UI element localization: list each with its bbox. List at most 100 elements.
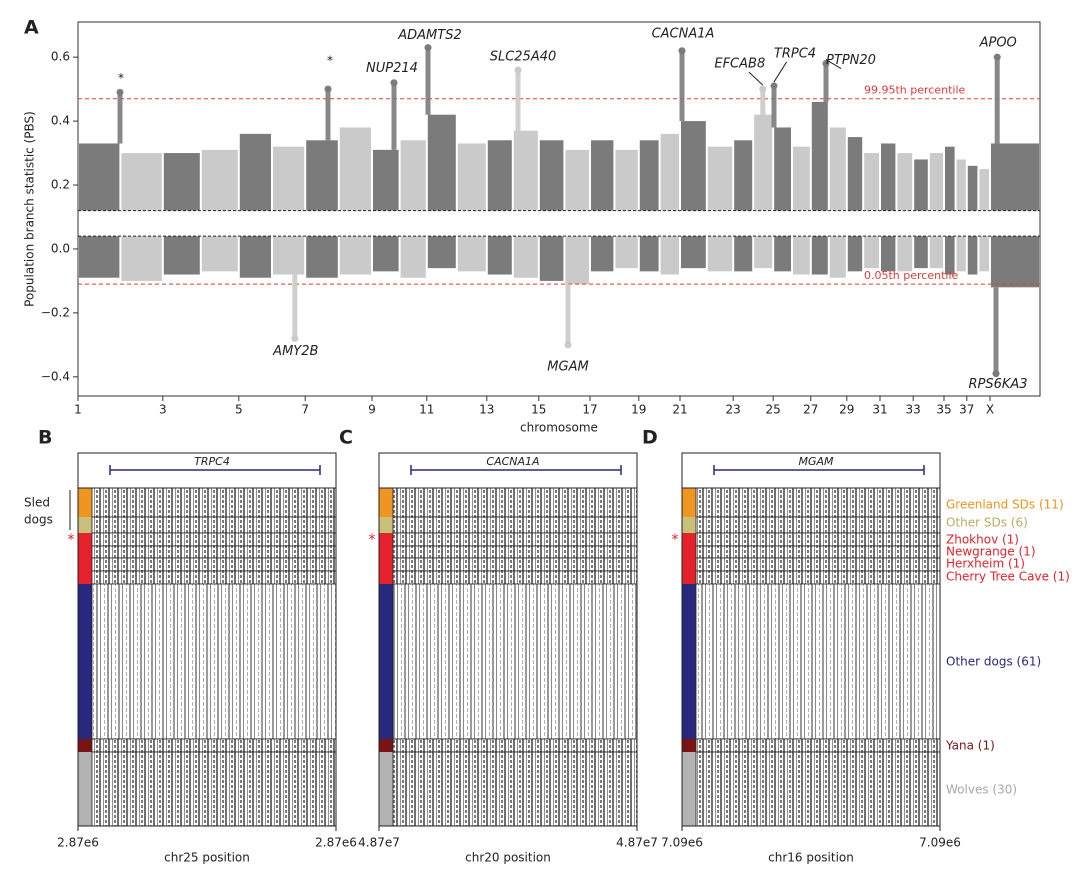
haplotype-block (91, 516, 337, 534)
chromosome-lower (734, 236, 753, 272)
x-tick-label: 13 (479, 403, 494, 417)
chromosome-upper (79, 143, 120, 211)
peak-point (514, 66, 522, 74)
peak-stem (325, 89, 331, 141)
peak-stem (565, 284, 571, 345)
chromosome-upper (945, 146, 955, 211)
gap-band (79, 211, 1039, 236)
group-color (78, 584, 92, 739)
chromosome-lower (707, 236, 733, 272)
legend-label: Greenland SDs (11) (946, 498, 1064, 512)
x-tick-label: 25 (766, 403, 781, 417)
chromosome-upper (681, 121, 706, 211)
chromosome-upper (273, 146, 305, 211)
legend-label: Newgrange (1) (946, 545, 1036, 559)
group-color (682, 558, 696, 571)
x-tick-label: 19 (631, 403, 646, 417)
peak-stem (515, 69, 521, 131)
chromosome-upper (513, 130, 538, 211)
gene-name: CACNA1A (486, 455, 539, 468)
chromosome-upper (914, 159, 928, 211)
x-tick-label: 35 (936, 403, 951, 417)
peak-label: AMY2B (272, 344, 318, 359)
sled-dogs-label: dogs (24, 513, 53, 527)
group-color (78, 752, 92, 826)
legend-label: Wolves (30) (946, 783, 1017, 797)
chromosome-lower (754, 236, 773, 269)
chromosome-lower (639, 236, 659, 272)
x-tick-label: 15 (531, 403, 546, 417)
panel-frame (378, 487, 638, 827)
chromosome-upper (734, 140, 753, 211)
chromosome-upper (201, 149, 238, 211)
group-color (682, 517, 696, 533)
peak-label: NUP214 (366, 61, 418, 76)
group-color (682, 488, 696, 517)
chromosome-lower (373, 236, 399, 272)
x-tick-label: 3 (159, 403, 167, 417)
chromosome-lower (929, 236, 943, 269)
chromosome-lower (967, 236, 978, 275)
chromosome-lower (121, 236, 162, 281)
peak-stem (771, 85, 777, 128)
x-tick-label: 7.09e6 (919, 836, 961, 850)
haplotype-block (392, 545, 638, 559)
haplotype-block (91, 545, 337, 559)
peak-point (116, 88, 124, 96)
chromosome-upper (847, 137, 863, 211)
chromosome-upper (979, 169, 989, 211)
haplotype-block (91, 532, 337, 547)
chromosome-lower (239, 236, 271, 278)
x-tick-label: 27 (803, 403, 818, 417)
legend-label: Other SDs (6) (946, 516, 1028, 530)
haplotype-block (695, 751, 941, 827)
haplotype-block (91, 570, 337, 585)
chromosome-upper (163, 153, 200, 211)
chromosome-lower (457, 236, 486, 272)
chromosome-lower (163, 236, 200, 275)
chromosome-upper (864, 153, 879, 211)
peak-stem (391, 82, 397, 150)
ancient-marker: * (672, 532, 679, 548)
group-color (78, 517, 92, 533)
peak-stem (679, 50, 685, 122)
legend-label: Herxheim (1) (946, 557, 1025, 571)
x-tick-label: 9 (368, 403, 376, 417)
haplotype-block (91, 583, 337, 740)
chromosome-upper (660, 133, 679, 211)
haplotype-block (392, 583, 638, 740)
peak-stem (760, 89, 766, 115)
group-color (78, 739, 92, 752)
chromosome-lower (513, 236, 538, 278)
haplotype-block (392, 738, 638, 753)
panel-letter: A (24, 17, 39, 39)
chromosome-upper (991, 143, 1039, 211)
chromosome-lower (897, 236, 913, 272)
peak-label: RPS6KA3 (968, 377, 1027, 392)
chromosome-lower (615, 236, 638, 269)
peak-point (424, 44, 432, 52)
chromosome-lower (660, 236, 679, 275)
chromosome-lower (487, 236, 512, 275)
haplotype-block (392, 570, 638, 585)
x-tick-label: 1 (74, 403, 82, 417)
x-axis-label: chr25 position (164, 851, 250, 865)
peak-label: PTPN20 (826, 53, 876, 68)
x-tick-label: 11 (419, 403, 434, 417)
panel-letter: C (339, 427, 353, 449)
chromosome-lower (811, 236, 828, 275)
haplotype-block (695, 487, 941, 518)
chromosome-lower (273, 236, 305, 275)
chromosome-lower (201, 236, 238, 272)
plot-frame (77, 21, 1041, 397)
group-color (78, 546, 92, 558)
haplotype-block (392, 516, 638, 534)
x-tick-label: X (986, 403, 994, 417)
group-color (682, 533, 696, 546)
group-color (379, 546, 393, 558)
x-tick-label: 2.87e6 (315, 836, 357, 850)
x-tick-label: 31 (872, 403, 887, 417)
chromosome-lower (864, 236, 879, 269)
group-color (379, 739, 393, 752)
ancient-marker: * (68, 532, 75, 548)
